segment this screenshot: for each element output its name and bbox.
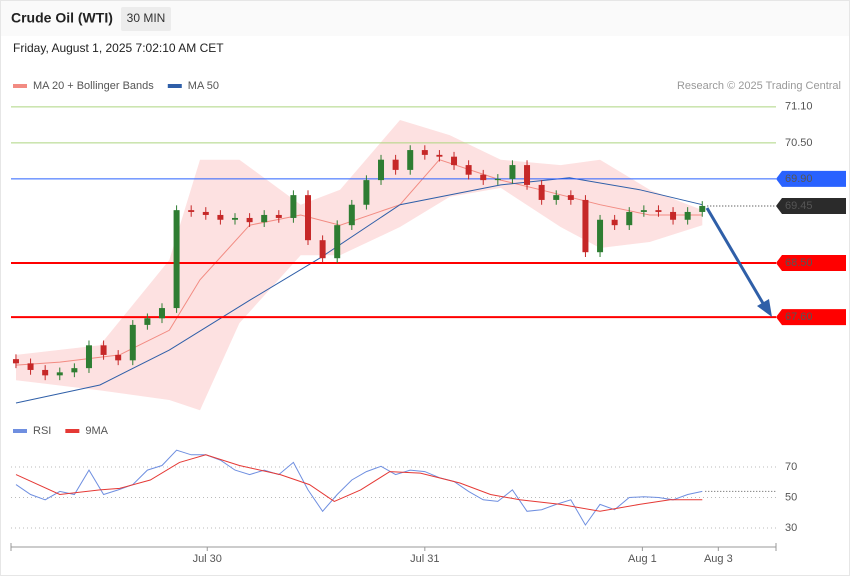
legend-label: RSI: [33, 425, 51, 437]
legend-label: 9MA: [85, 425, 108, 437]
legend-label: MA 50: [188, 80, 219, 92]
legend-label: MA 20 + Bollinger Bands: [33, 80, 154, 92]
candle-body: [392, 159, 399, 170]
level-label: 67.60: [785, 311, 813, 323]
candle-body: [684, 211, 691, 220]
level-label-box: [776, 255, 846, 272]
candle-body: [188, 210, 195, 212]
candle-body: [611, 219, 618, 226]
x-tick-label: Jul 31: [410, 553, 439, 565]
ma-line: [15, 177, 703, 404]
level-label: 69.90: [785, 173, 813, 185]
candle-body: [670, 211, 677, 220]
legend-swatch: [13, 429, 27, 433]
candle-body: [494, 178, 501, 181]
candle-body: [480, 174, 487, 181]
level-label: 70.50: [785, 137, 813, 149]
candle-body: [246, 217, 253, 223]
candle-body: [348, 204, 355, 226]
candle-body: [158, 308, 165, 319]
candle-body: [582, 199, 589, 253]
candle-body: [421, 150, 428, 155]
level-label: 71.10: [785, 101, 813, 113]
candle-body: [553, 195, 560, 200]
candle-body: [231, 217, 238, 220]
candle-body: [465, 165, 472, 175]
candle-body: [334, 225, 341, 259]
candle-body: [217, 214, 224, 220]
level-label: 69.45: [785, 200, 813, 212]
timeframe-badge[interactable]: [121, 7, 171, 31]
x-tick-label: Aug 1: [628, 553, 657, 565]
candle-body: [100, 345, 107, 355]
legend-swatch: [13, 84, 27, 88]
y-tick-label: 70: [785, 461, 797, 473]
candle-body: [567, 195, 574, 200]
timeframe[interactable]: 30 MIN: [127, 11, 166, 25]
series-line: [15, 454, 703, 512]
candle-body: [261, 214, 268, 223]
candle-body: [290, 195, 297, 218]
candle-body: [538, 184, 545, 200]
candle-body: [436, 154, 443, 157]
candle-body: [85, 345, 92, 369]
bollinger-band: [16, 120, 703, 411]
candle-body: [144, 318, 151, 325]
candle-body: [597, 219, 604, 253]
candle-body: [509, 165, 516, 179]
level-label-box: [776, 197, 846, 214]
x-tick-label: Aug 3: [704, 553, 733, 565]
plot-layer: MA 20 + Bollinger Bands MA 50 71.10 70.50 69…: [10, 80, 846, 565]
candle-body: [319, 240, 326, 259]
candle-body: [305, 195, 312, 241]
candle-body: [27, 363, 34, 370]
level-label-box: [776, 170, 846, 187]
candle-body: [378, 159, 385, 181]
credit: Research © 2025 Trading Central: [677, 80, 841, 92]
candle-body: [451, 156, 458, 166]
title: Crude Oil (WTI): [11, 10, 113, 26]
candle-body: [42, 369, 49, 376]
candle-body: [640, 210, 647, 212]
candle-body: [699, 205, 706, 212]
candle-body: [202, 211, 209, 215]
y-tick-label: 50: [785, 491, 797, 503]
candle-body: [407, 150, 414, 170]
y-tick-label: 30: [785, 522, 797, 534]
level-label: 68.50: [785, 257, 813, 269]
forecast-arrowhead: [757, 299, 772, 317]
candle-body: [173, 210, 180, 309]
candle-body: [71, 368, 78, 373]
candle-body: [524, 165, 531, 185]
legend-swatch: [167, 84, 182, 88]
candle-body: [655, 210, 662, 212]
candle-body: [626, 211, 633, 226]
x-tick-label: Jul 30: [193, 553, 222, 565]
candle-body: [275, 214, 282, 218]
level-label-box: [776, 309, 846, 326]
candle-body: [12, 359, 19, 364]
candle-body: [363, 180, 370, 205]
legend-swatch: [65, 429, 80, 433]
candle-body: [56, 372, 63, 376]
candle-body: [115, 354, 122, 361]
date: Friday, August 1, 2025 7:02:10 AM CET: [13, 41, 224, 55]
candle-body: [129, 324, 136, 361]
forecast-arrow: [705, 207, 766, 306]
